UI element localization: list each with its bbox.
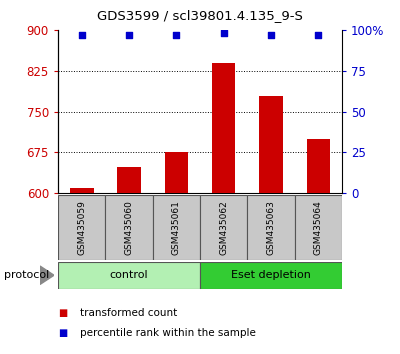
Text: GSM435060: GSM435060 [124, 200, 134, 255]
Text: GSM435063: GSM435063 [266, 200, 276, 255]
Bar [247, 195, 295, 260]
Point [126, 32, 132, 38]
Text: percentile rank within the sample: percentile rank within the sample [80, 328, 256, 338]
Text: Eset depletion: Eset depletion [231, 270, 311, 280]
Point [315, 32, 322, 38]
Bar [164, 152, 188, 193]
Bar [105, 195, 153, 260]
Text: control: control [110, 270, 148, 280]
Text: ■: ■ [58, 308, 67, 318]
Text: GSM435062: GSM435062 [219, 200, 228, 255]
Bar [200, 262, 342, 289]
Text: ■: ■ [58, 328, 67, 338]
Bar [200, 195, 247, 260]
Bar [212, 63, 236, 193]
Text: transformed count: transformed count [80, 308, 177, 318]
Bar [306, 139, 330, 193]
Bar [58, 195, 105, 260]
Text: GSM435061: GSM435061 [172, 200, 181, 255]
Bar [70, 188, 94, 193]
Text: GSM435059: GSM435059 [77, 200, 86, 255]
Point [173, 32, 180, 38]
Polygon shape [40, 266, 54, 285]
Text: protocol: protocol [4, 270, 49, 280]
Text: GDS3599 / scl39801.4.135_9-S: GDS3599 / scl39801.4.135_9-S [97, 9, 303, 22]
Point [268, 32, 274, 38]
Bar [58, 262, 200, 289]
Point [220, 30, 227, 36]
Text: GSM435064: GSM435064 [314, 200, 323, 255]
Point [78, 32, 85, 38]
Bar [295, 195, 342, 260]
Bar [117, 167, 141, 193]
Bar [259, 96, 283, 193]
Bar [153, 195, 200, 260]
